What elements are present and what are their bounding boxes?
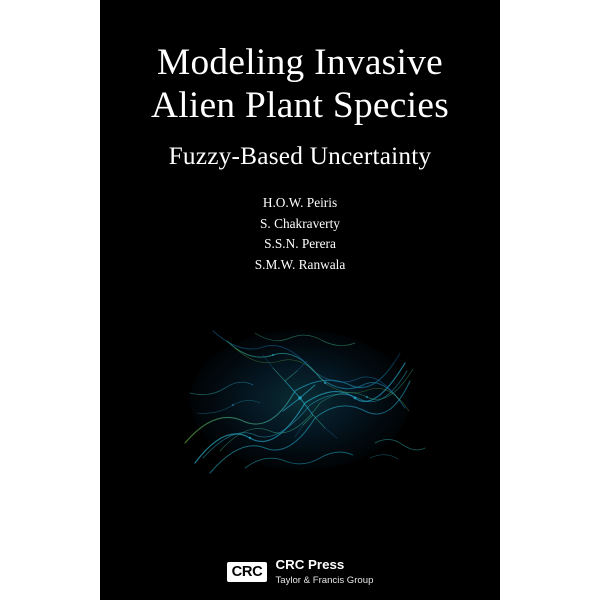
publisher-name: CRC Press — [275, 557, 344, 572]
book-title: Modeling Invasive Alien Plant Species — [151, 42, 449, 128]
author-list: H.O.W. Peiris S. Chakraverty S.S.N. Pere… — [255, 193, 346, 276]
title-line-1: Modeling Invasive — [157, 42, 443, 83]
book-cover: Modeling Invasive Alien Plant Species Fu… — [100, 0, 500, 600]
publisher-badge: CRC — [227, 562, 268, 582]
title-line-2: Alien Plant Species — [151, 85, 449, 126]
publisher-footer: CRC CRC Press Taylor & Francis Group — [100, 558, 500, 586]
cover-art-fractal — [155, 303, 445, 498]
book-subtitle: Fuzzy-Based Uncertainty — [169, 142, 432, 171]
publisher-text: CRC Press Taylor & Francis Group — [275, 558, 373, 586]
author-2: S. Chakraverty — [255, 214, 346, 235]
publisher-group: Taylor & Francis Group — [275, 575, 373, 586]
author-4: S.M.W. Ranwala — [255, 255, 346, 276]
author-1: H.O.W. Peiris — [255, 193, 346, 214]
author-3: S.S.N. Perera — [255, 234, 346, 255]
fractal-svg — [155, 303, 445, 498]
